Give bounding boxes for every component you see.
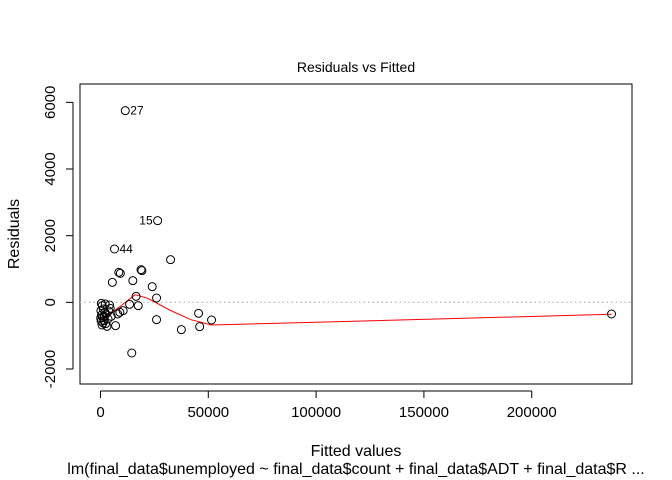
data-point: [153, 216, 163, 226]
plot-frame: [79, 83, 633, 385]
point-labels: 27 15 44: [120, 104, 153, 256]
data-point: [152, 293, 162, 303]
data-point: [111, 321, 121, 331]
chart-title: Residuals vs Fitted: [297, 59, 415, 75]
data-point: [115, 268, 125, 278]
data-point: [194, 308, 204, 318]
data-point: [152, 315, 162, 325]
data-point: [105, 300, 115, 310]
y-tick-label: 4000: [42, 152, 59, 185]
data-point: [133, 301, 143, 311]
data-point: [98, 318, 108, 328]
x-axis: 0 50000 100000 150000 200000: [96, 390, 557, 421]
data-point: [136, 265, 146, 275]
data-point: [131, 291, 141, 301]
y-tick-label: 6000: [42, 86, 59, 119]
data-point: [100, 299, 110, 309]
data-point: [110, 244, 119, 254]
y-tick-label: 2000: [42, 219, 59, 252]
x-tick-label: 150000: [399, 404, 449, 421]
x-tick-label: 0: [96, 404, 104, 421]
point-label: 27: [130, 104, 144, 118]
data-point: [128, 276, 138, 286]
data-point: [96, 316, 106, 326]
x-axis-sublabel: lm(final_data$unemployed ~ final_data$co…: [67, 461, 644, 478]
data-point: [104, 306, 114, 316]
data-point: [127, 348, 137, 358]
data-point: [607, 309, 617, 319]
residual-points: [96, 106, 617, 358]
data-point: [125, 299, 135, 309]
data-point: [113, 309, 123, 319]
x-tick-label: 100000: [291, 404, 341, 421]
data-point: [176, 325, 186, 335]
y-tick-label: -2000: [42, 350, 59, 388]
y-axis-label: Residuals: [6, 199, 23, 269]
data-point: [195, 322, 205, 332]
y-axis: -2000 0 2000 4000 6000: [42, 86, 74, 388]
data-point: [99, 311, 109, 321]
data-point: [147, 282, 157, 292]
smoother-line: [100, 294, 612, 326]
x-tick-label: 200000: [507, 404, 557, 421]
data-point: [107, 277, 117, 287]
data-point: [166, 255, 176, 265]
data-point: [114, 267, 124, 277]
data-point: [97, 320, 107, 330]
data-point: [115, 307, 125, 317]
point-label: 15: [139, 214, 153, 228]
y-tick-label: 0: [42, 298, 59, 306]
x-tick-label: 50000: [187, 404, 229, 421]
data-point: [137, 266, 147, 276]
data-point: [96, 298, 106, 308]
point-label: 44: [120, 242, 134, 256]
data-point: [120, 106, 130, 116]
x-axis-label: Fitted values: [311, 443, 402, 460]
data-point: [207, 315, 217, 325]
